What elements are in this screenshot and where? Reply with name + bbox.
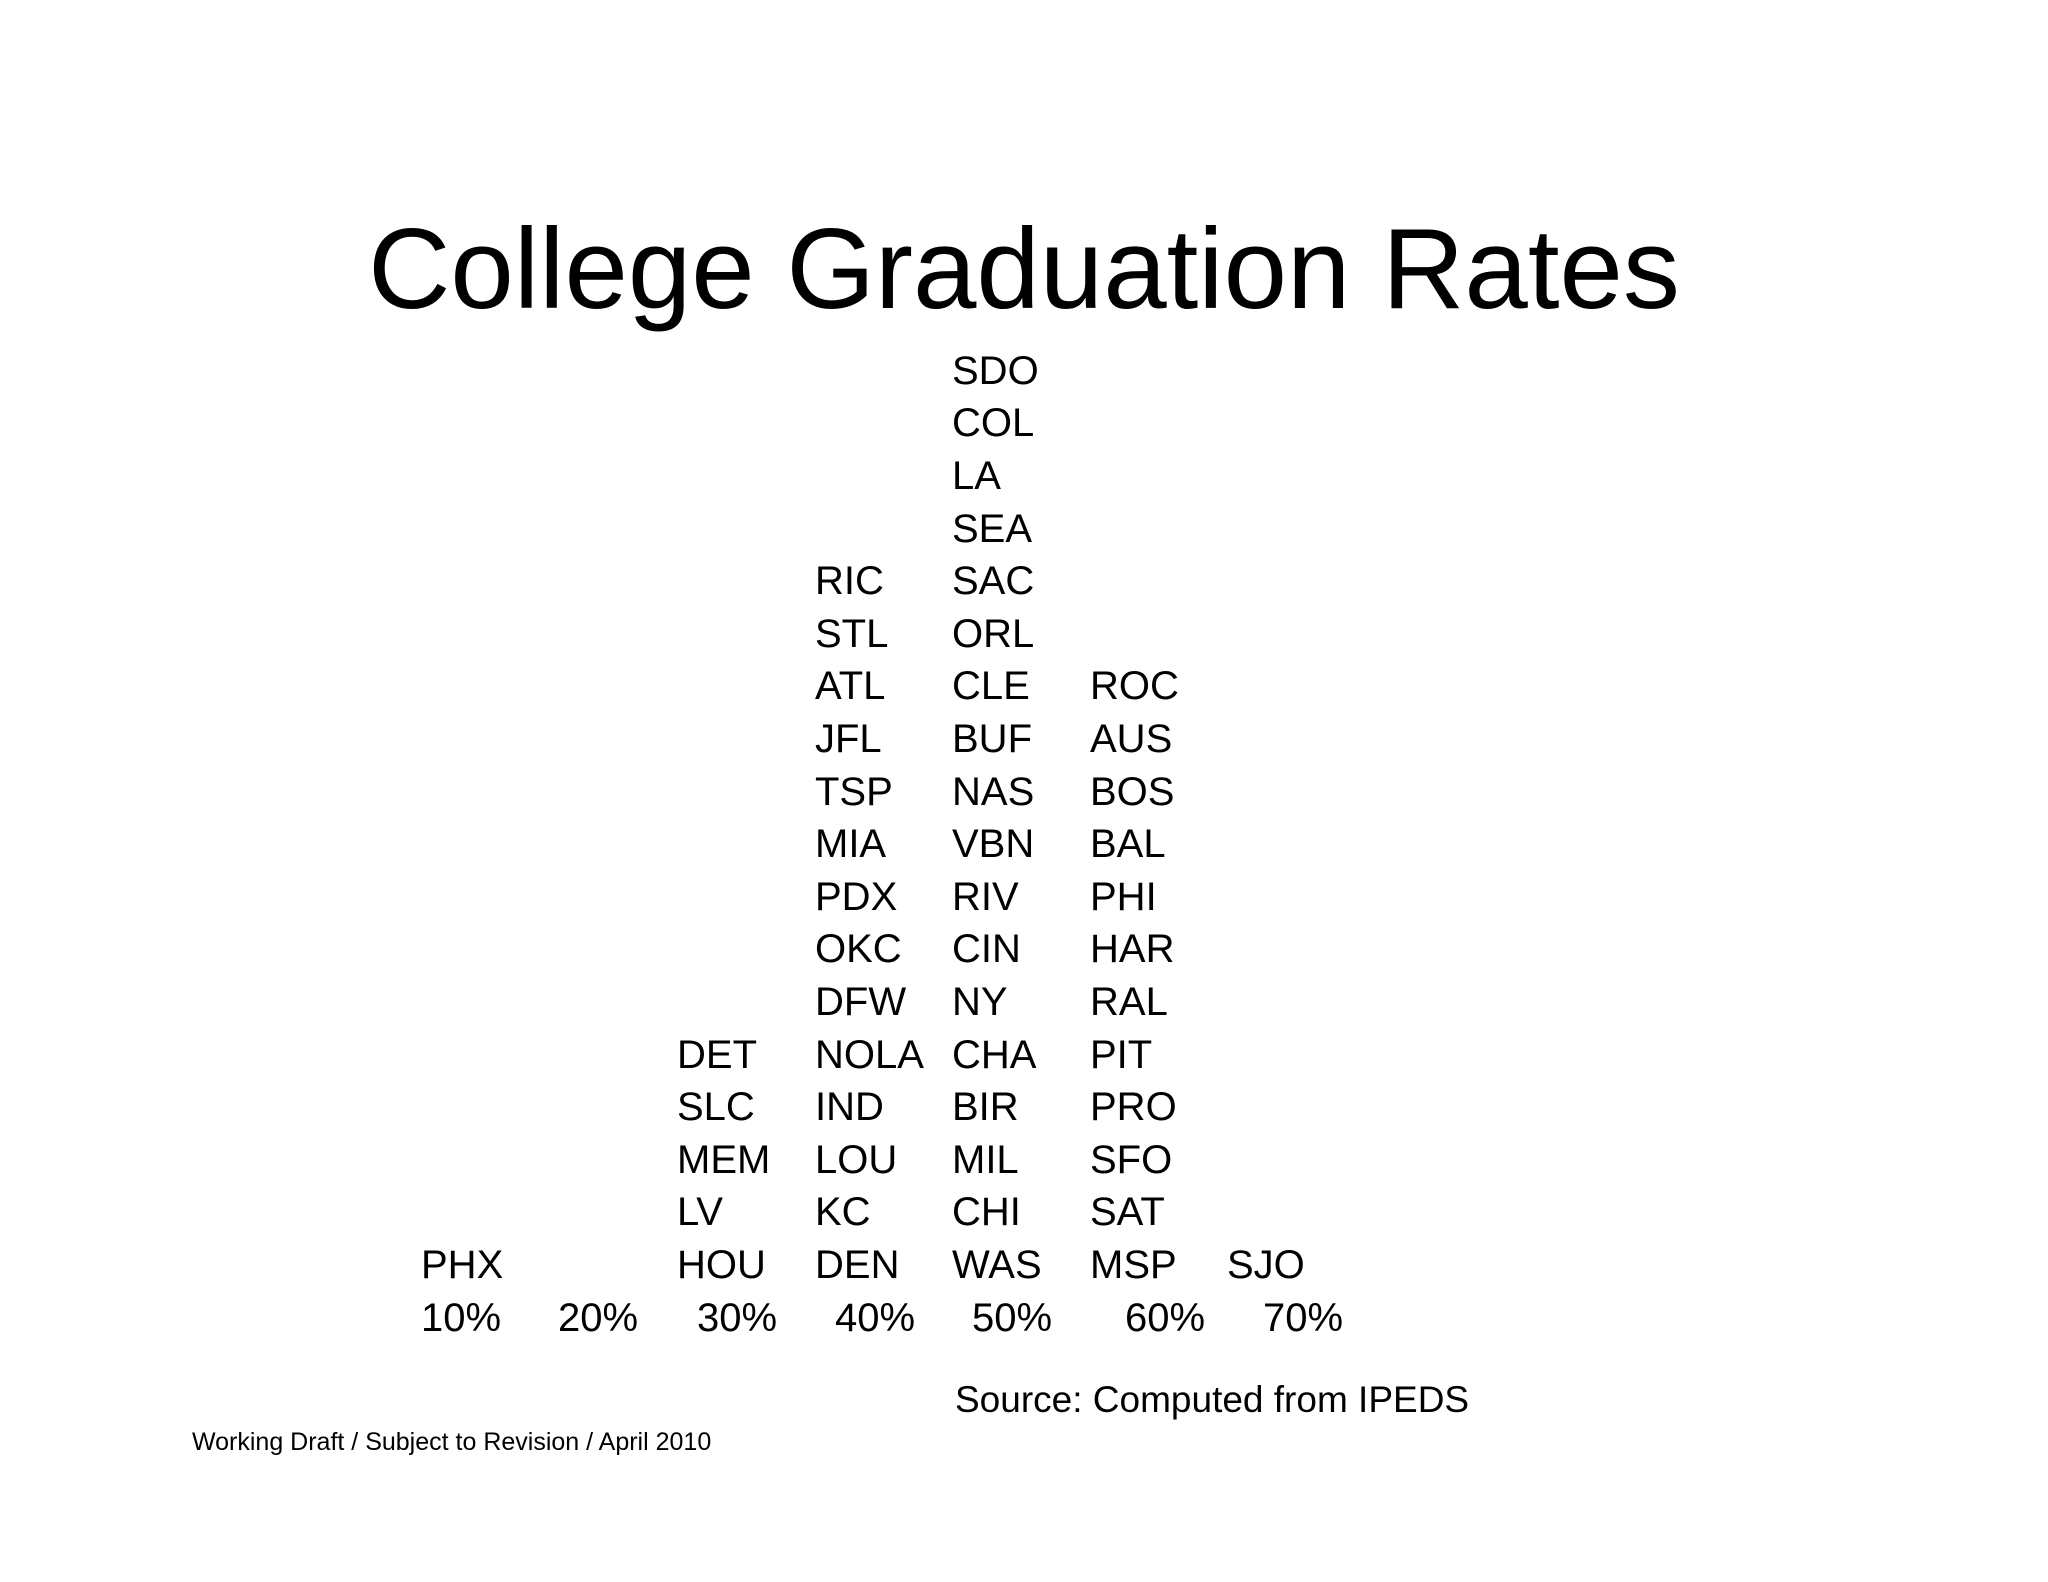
city-label: RIC — [815, 559, 884, 603]
city-label: PHI — [1090, 875, 1157, 919]
city-label: NOLA — [815, 1033, 924, 1077]
city-label: MIA — [815, 822, 887, 866]
city-label: BAL — [1090, 822, 1166, 866]
city-label: LV — [677, 1190, 723, 1234]
x-tick-label: 50% — [972, 1296, 1053, 1340]
city-label: PDX — [815, 875, 898, 919]
city-label: PIT — [1090, 1033, 1153, 1077]
x-tick-label: 20% — [558, 1296, 639, 1340]
city-label: RAL — [1090, 980, 1168, 1024]
city-label: NY — [952, 980, 1008, 1024]
city-label: MIL — [952, 1138, 1019, 1182]
city-label: SAT — [1090, 1190, 1165, 1234]
city-label: MEM — [677, 1138, 771, 1182]
source-note: Source: Computed from IPEDS — [955, 1379, 1470, 1420]
x-tick-label: 70% — [1263, 1296, 1344, 1340]
city-label: ATL — [815, 664, 886, 708]
city-label: PRO — [1090, 1085, 1177, 1129]
x-tick-label: 60% — [1125, 1296, 1206, 1340]
city-label: STL — [815, 612, 889, 656]
city-label: COL — [952, 401, 1035, 445]
x-tick-label: 30% — [697, 1296, 778, 1340]
city-label: LOU — [815, 1138, 898, 1182]
city-label: CHA — [952, 1033, 1037, 1077]
city-label: DEN — [815, 1243, 900, 1287]
city-label: DET — [677, 1033, 757, 1077]
city-label: LA — [952, 454, 1001, 498]
city-label: JFL — [815, 717, 882, 761]
city-label: CHI — [952, 1190, 1021, 1234]
city-label: PHX — [421, 1243, 504, 1287]
city-label: NAS — [952, 770, 1035, 814]
city-label: DFW — [815, 980, 907, 1024]
city-label: SEA — [952, 507, 1033, 551]
city-label: AUS — [1090, 717, 1173, 761]
footer-note: Working Draft / Subject to Revision / Ap… — [192, 1428, 712, 1456]
city-label: VBN — [952, 822, 1035, 866]
city-label: RIV — [952, 875, 1019, 919]
x-tick-label: 10% — [421, 1296, 502, 1340]
city-label: SJO — [1227, 1243, 1305, 1287]
city-label: BUF — [952, 717, 1032, 761]
city-label: ORL — [952, 612, 1035, 656]
city-label: CIN — [952, 927, 1021, 971]
city-label: SAC — [952, 559, 1035, 603]
city-label: CLE — [952, 664, 1030, 708]
city-label: SLC — [677, 1085, 755, 1129]
city-label: BOS — [1090, 770, 1175, 814]
city-label: OKC — [815, 927, 902, 971]
city-label: ROC — [1090, 664, 1179, 708]
city-label: WAS — [952, 1243, 1042, 1287]
city-label: TSP — [815, 770, 893, 814]
city-label: IND — [815, 1085, 884, 1129]
city-label: SDO — [952, 349, 1039, 393]
city-label: BIR — [952, 1085, 1019, 1129]
city-label: MSP — [1090, 1243, 1177, 1287]
city-label: HAR — [1090, 927, 1175, 971]
city-label: HOU — [677, 1243, 766, 1287]
city-label: SFO — [1090, 1138, 1173, 1182]
x-tick-label: 40% — [835, 1296, 916, 1340]
city-label: KC — [815, 1190, 871, 1234]
chart-title: College Graduation Rates — [368, 206, 1680, 333]
